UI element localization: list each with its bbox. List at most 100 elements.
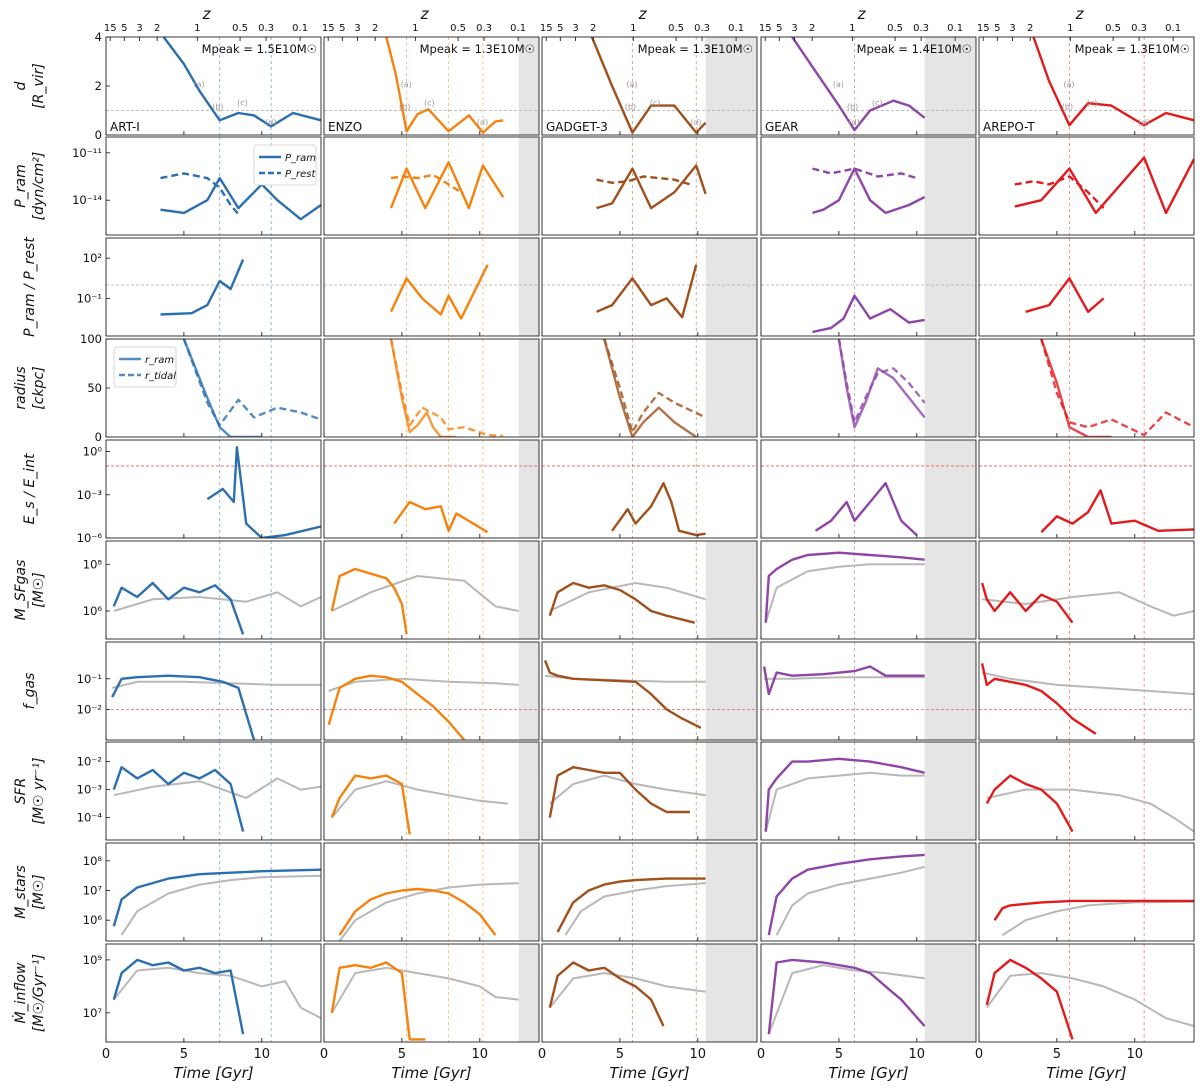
series-line-M-stars-log (556, 877, 706, 933)
z-tick-label: 2 (1027, 23, 1033, 34)
series-line-M-stars-comp-log (564, 882, 706, 936)
code-name-label: GADGET-3 (546, 120, 608, 134)
panel-frame (978, 943, 1195, 1043)
top-axis-label: z (638, 5, 648, 23)
series-line-r-ram (837, 339, 926, 429)
series-line-f-gas-log (980, 663, 1097, 735)
unavailable-band (705, 642, 757, 740)
y-axis-label: M_stars (13, 865, 29, 919)
series-line-ratio-log (812, 294, 925, 334)
y-tick-label: 10⁶ (83, 913, 103, 927)
unavailable-band (705, 339, 757, 437)
x-tick-label: 5 (835, 1047, 843, 1062)
panel-frame (978, 439, 1195, 539)
panel-frame (760, 943, 977, 1043)
crossing-label: (d) (690, 118, 701, 127)
data-series-layer (111, 37, 1194, 1041)
series-line-ratio-log (1025, 277, 1105, 313)
panel-frame (978, 237, 1195, 337)
z-tick-label: 0.3 (258, 23, 274, 34)
panel-frame (978, 540, 1195, 640)
series-line-P-rest-log (1014, 175, 1105, 209)
crossing-label: (d) (848, 118, 859, 127)
z-tick-label: 1 (630, 23, 636, 34)
y-axis-label: d (13, 81, 29, 90)
y-axis-label: [M☉ yr⁻¹] (31, 757, 47, 824)
panel-frame (760, 439, 977, 539)
panel-frame (105, 540, 322, 640)
z-tick-label: 1 (412, 23, 418, 34)
legend-label: r_tidal (145, 371, 176, 382)
unavailable-band (924, 843, 976, 941)
series-line-P-ram-log (1014, 156, 1194, 215)
panel-frame (105, 237, 322, 337)
series-line-ratio-log (596, 264, 698, 319)
legend (113, 346, 177, 388)
series-line-M-inflow-comp-log (767, 964, 925, 1035)
y-tick-label: 10⁻¹⁴ (72, 193, 102, 207)
z-tick-label: 2 (372, 23, 378, 34)
y-axis-label: SFR (13, 778, 29, 805)
z-tick-label: 3 (354, 23, 360, 34)
series-line-SFR-log (112, 766, 245, 832)
series-line-M-SFgas-comp-log (331, 575, 519, 612)
series-line-M-inflow-log (330, 961, 426, 1041)
z-tick-label: 0.5 (450, 23, 466, 34)
z-tick-label: 5 (339, 23, 345, 34)
unavailable-band (518, 642, 539, 740)
x-axis-label: Time [Gyr] (1046, 1064, 1126, 1082)
series-line-M-SFgas-comp-log (981, 591, 1194, 617)
y-tick-label: 10⁷ (83, 1006, 103, 1020)
z-tick-label: 2 (590, 23, 596, 34)
panel-frame (541, 641, 758, 741)
z-tick-label: 0.3 (913, 23, 929, 34)
series-line-r-ram (182, 339, 262, 437)
panel-frame (323, 237, 540, 337)
unavailable-band (924, 238, 976, 336)
series-line-P-ram-log (389, 161, 505, 210)
crossing-label: (d) (265, 118, 276, 127)
series-line-M-inflow-comp-log (330, 966, 519, 1014)
crossing-label: (b) (847, 102, 858, 111)
crossing-label: (d) (477, 118, 488, 127)
series-line-r-ram (1040, 339, 1112, 437)
series-line-M-inflow-log (548, 961, 665, 1027)
series-line-d-rvir (791, 37, 926, 132)
y-tick-label: 10⁰ (83, 445, 103, 459)
z-tick-label: 0.1 (1165, 23, 1181, 34)
unavailable-band (924, 642, 976, 740)
y-axis-label: [M☉/Gyr⁻¹] (31, 954, 47, 1032)
y-tick-label: 10⁷ (83, 884, 103, 898)
panel-frame (105, 741, 322, 841)
series-line-M-inflow-log (985, 958, 1074, 1040)
crossing-label: (c) (1087, 99, 1098, 108)
unavailable-band (518, 339, 539, 437)
panel-frame (105, 136, 322, 236)
series-line-f-gas-comp-log (981, 671, 1194, 696)
y-tick-label: 10⁸ (83, 854, 103, 868)
panel-frame (323, 136, 540, 236)
x-tick-label: 10 (472, 1047, 489, 1062)
crossing-label: (a) (833, 80, 844, 89)
series-line-M-stars-comp-log (338, 882, 519, 941)
unavailable-band (924, 742, 976, 840)
series-line-d-rvir (590, 37, 707, 134)
unavailable-band (924, 137, 976, 235)
series-line-M-stars-log (993, 899, 1194, 921)
unavailable-band (705, 37, 757, 135)
series-line-M-SFgas-log (548, 581, 695, 624)
top-axis-label: z (1075, 5, 1085, 23)
z-tick-label: 0.5 (668, 23, 684, 34)
unavailable-band (924, 440, 976, 538)
panel-frame (760, 741, 977, 841)
series-line-Es-Eint-log (206, 446, 321, 538)
panel-frame (760, 136, 977, 236)
panel-frame (541, 540, 758, 640)
crossing-label: (c) (650, 99, 661, 108)
unavailable-band (518, 742, 539, 840)
x-tick-label: 0 (102, 1047, 110, 1062)
series-line-ratio-log (160, 259, 245, 316)
y-axis-label: Ṁ_inflow (11, 962, 29, 1023)
unavailable-band (924, 541, 976, 639)
